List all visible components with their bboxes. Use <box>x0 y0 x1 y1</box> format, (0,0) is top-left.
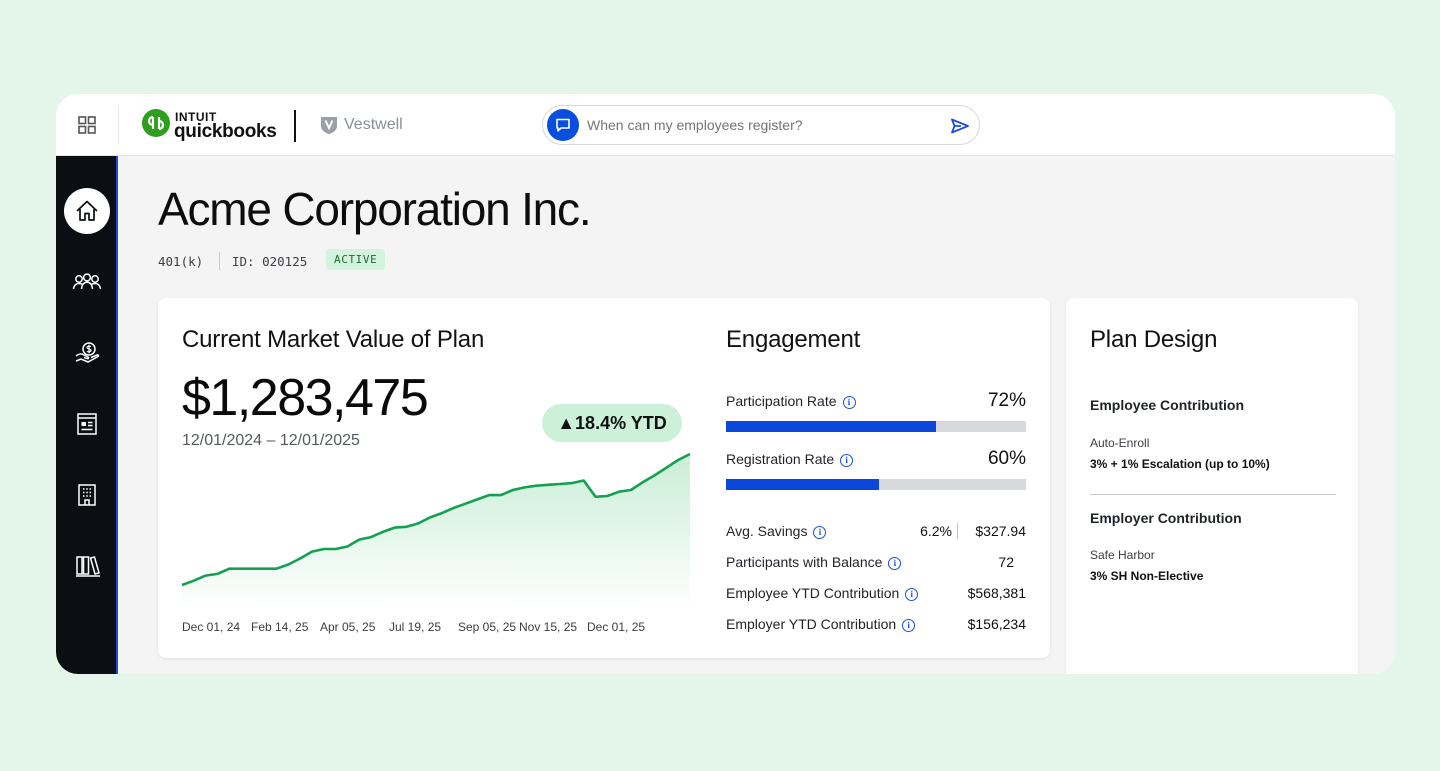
employer-contribution-label: Safe Harbor <box>1090 548 1155 562</box>
employee-ytd-value: $568,381 <box>967 585 1026 601</box>
document-icon <box>77 413 97 435</box>
app-window: INTUIT quickbooks Vestwell <box>56 94 1395 674</box>
assistant-search-input[interactable] <box>587 114 927 136</box>
vestwell-logo-icon <box>321 117 337 134</box>
send-icon[interactable] <box>951 118 969 134</box>
quickbooks-logo-icon[interactable] <box>142 109 170 137</box>
stat-label-participants: Participants with Balance i <box>726 554 902 570</box>
info-icon[interactable]: i <box>888 557 902 570</box>
assistant-search-bar <box>542 105 980 145</box>
topbar-divider <box>118 106 119 144</box>
x-tick-label: Jul 19, 25 <box>389 620 442 634</box>
market-value-date-range: 12/01/2024 – 12/01/2025 <box>182 432 360 449</box>
stat-label-avg-savings: Avg. Savings i <box>726 523 827 539</box>
info-icon[interactable]: i <box>902 619 916 632</box>
employer-ytd-value: $156,234 <box>967 616 1026 632</box>
chat-bubble-button[interactable] <box>547 109 579 141</box>
x-tick-label: Nov 15, 25 <box>519 620 578 634</box>
stat-label-text: Avg. Savings <box>726 523 808 539</box>
info-icon[interactable]: i <box>842 396 856 409</box>
registration-rate-bar <box>726 479 1026 490</box>
stat-label-employee-ytd: Employee YTD Contribution i <box>726 585 919 601</box>
market-value-amount: $1,283,475 <box>182 369 429 427</box>
engagement-title: Engagement <box>726 326 861 353</box>
registration-rate-bar-fill <box>726 479 879 490</box>
plan-id: ID: 020125 <box>232 254 308 269</box>
sidebar-item-contributions[interactable] <box>64 330 110 376</box>
stat-label-text: Employee YTD Contribution <box>726 585 900 601</box>
apps-grid-icon[interactable] <box>78 116 96 134</box>
employee-contribution-value: 3% + 1% Escalation (up to 10%) <box>1090 457 1270 471</box>
info-icon[interactable]: i <box>905 588 919 601</box>
x-tick-label: Dec 01, 25 <box>587 620 646 634</box>
participation-rate-value: 72% <box>987 390 1026 411</box>
registration-rate-value: 60% <box>987 448 1026 469</box>
sidebar <box>56 156 118 674</box>
plan-type: 401(k) <box>158 254 204 269</box>
building-icon <box>78 484 96 506</box>
status-badge: ACTIVE <box>326 249 386 270</box>
registration-rate-text: Registration Rate <box>726 451 835 467</box>
registration-rate-label: Registration Rate i <box>726 451 854 467</box>
info-icon[interactable]: i <box>813 526 827 539</box>
chart-line <box>181 452 691 587</box>
sidebar-item-library[interactable] <box>64 543 110 589</box>
avg-savings-percent: 6.2% <box>920 523 952 539</box>
sidebar-item-documents[interactable] <box>64 401 110 447</box>
brand-intuit: INTUIT <box>175 110 217 124</box>
plan-design-card: Plan Design Employee Contribution Auto-E… <box>1066 298 1358 674</box>
brand-vestwell: Vestwell <box>344 116 403 133</box>
avg-savings-amount: $327.94 <box>975 523 1026 539</box>
hand-coin-icon <box>75 342 100 363</box>
brand-quickbooks: quickbooks <box>174 121 277 142</box>
x-tick-label: Sep 05, 25 <box>458 620 517 634</box>
market-value-chart <box>181 452 691 610</box>
stat-label-text: Participants with Balance <box>726 554 883 570</box>
home-icon <box>76 200 98 221</box>
books-icon <box>76 556 100 577</box>
top-bar: INTUIT quickbooks Vestwell <box>56 94 1395 156</box>
x-tick-label: Feb 14, 25 <box>251 620 309 634</box>
page-title: Acme Corporation Inc. <box>158 183 592 235</box>
stat-label-employer-ytd: Employer YTD Contribution i <box>726 616 916 632</box>
stat-divider <box>957 523 958 539</box>
participation-rate-text: Participation Rate <box>726 393 837 409</box>
stat-label-text: Employer YTD Contribution <box>726 616 897 632</box>
info-icon[interactable]: i <box>840 454 854 467</box>
employee-contribution-heading: Employee Contribution <box>1090 397 1244 413</box>
plan-overview-card: Current Market Value of Plan $1,283,475 … <box>158 298 1050 658</box>
x-tick-label: Dec 01, 24 <box>182 620 241 634</box>
participation-rate-bar-fill <box>726 421 936 432</box>
sidebar-item-people[interactable] <box>64 259 110 305</box>
sidebar-item-company[interactable] <box>64 472 110 518</box>
chat-bubble-icon <box>556 118 570 132</box>
participants-with-balance-value: 72 <box>998 554 1014 570</box>
participation-rate-bar <box>726 421 1026 432</box>
x-tick-label: Apr 05, 25 <box>320 620 376 634</box>
employer-contribution-value: 3% SH Non-Elective <box>1090 569 1204 583</box>
plan-design-divider <box>1090 494 1336 495</box>
market-value-title: Current Market Value of Plan <box>182 326 485 353</box>
sidebar-item-home[interactable] <box>64 188 110 234</box>
brand-divider <box>294 110 296 142</box>
plan-design-title: Plan Design <box>1090 326 1218 353</box>
participation-rate-label: Participation Rate i <box>726 393 856 409</box>
ytd-change-badge: ▲18.4% YTD <box>542 404 682 442</box>
meta-divider <box>219 252 220 270</box>
employer-contribution-heading: Employer Contribution <box>1090 510 1242 526</box>
chart-area <box>182 454 690 610</box>
people-icon <box>72 273 102 290</box>
employee-contribution-label: Auto-Enroll <box>1090 436 1150 450</box>
